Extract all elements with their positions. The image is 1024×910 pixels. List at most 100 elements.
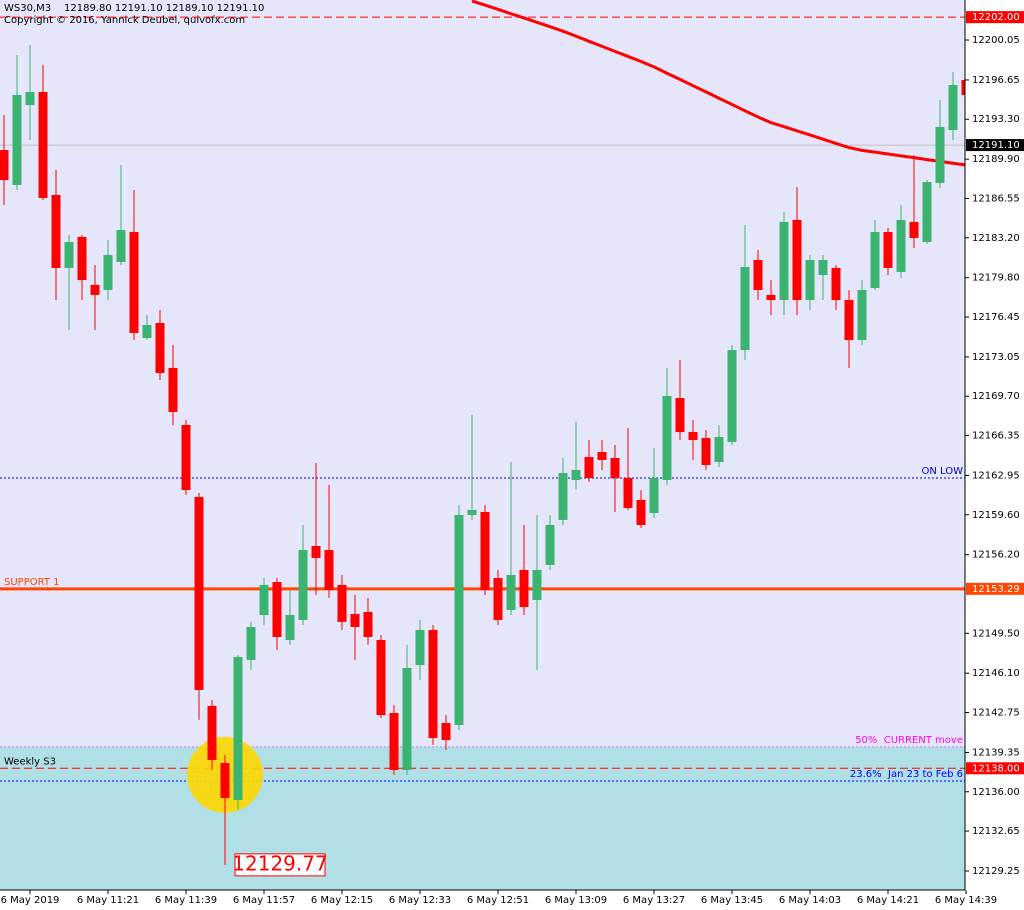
candle-body	[818, 259, 828, 275]
candle-body	[467, 509, 477, 516]
y-tick-label: 12173.05	[972, 352, 1020, 363]
level-label: 23.6% Jan 23 to Feb 6	[850, 769, 963, 780]
candle-body	[909, 221, 919, 239]
level-label: ON LOW	[921, 466, 963, 477]
candle-body	[506, 574, 516, 610]
price-label: 12138.00	[972, 763, 1020, 774]
candle-body	[441, 722, 451, 741]
candle-body	[272, 582, 282, 637]
candle-body	[38, 92, 48, 198]
candle-body	[519, 569, 529, 608]
candle-body	[233, 657, 243, 800]
candle-body	[610, 457, 620, 479]
candle-body	[181, 424, 191, 491]
y-tick-label: 12200.05	[972, 35, 1020, 46]
y-tick-label: 12169.70	[972, 391, 1020, 402]
level-label: SUPPORT 1	[4, 577, 59, 588]
x-tick-label: 6 May 13:45	[701, 895, 763, 906]
candle-body	[597, 451, 607, 460]
candle-body	[142, 324, 152, 339]
x-tick-label: 6 May 12:15	[311, 895, 373, 906]
candle-body	[25, 92, 35, 106]
plot-area	[0, 0, 965, 890]
y-tick-label: 12159.60	[972, 510, 1020, 521]
candle-body	[194, 496, 204, 691]
candle-body	[727, 349, 737, 443]
x-tick-label: 6 May 12:51	[467, 895, 529, 906]
x-tick-label: 6 May 2019	[1, 895, 60, 906]
candle-body	[558, 472, 568, 520]
moving-average	[471, 0, 965, 167]
x-tick-label: 6 May 13:09	[545, 895, 607, 906]
candle-body	[883, 232, 893, 268]
x-tick-label: 6 May 12:33	[389, 895, 451, 906]
candle-body	[12, 94, 22, 185]
candle-body	[766, 294, 776, 300]
candle-body	[922, 182, 932, 243]
candle-body	[51, 194, 61, 268]
candle-body	[103, 255, 113, 291]
price-box	[966, 139, 1024, 152]
x-tick-label: 6 May 11:21	[77, 895, 139, 906]
price-label: 12202.00	[972, 12, 1020, 23]
low-label: 12129.77	[232, 851, 327, 875]
level-label: Weekly S3	[4, 756, 56, 767]
y-tick-label: 12156.20	[972, 550, 1020, 561]
candle-body	[870, 232, 880, 289]
axes: 12129.25 12132.65 12136.00 12139.35 12142.75…	[1, 35, 1020, 906]
candle-body	[376, 640, 386, 716]
candle-body	[792, 219, 802, 300]
y-tick-label: 12132.65	[972, 826, 1020, 837]
y-tick-label: 12179.80	[972, 273, 1020, 284]
y-tick-label: 12142.75	[972, 708, 1020, 719]
candle-body	[584, 457, 594, 479]
candle-body	[961, 80, 965, 95]
y-tick-label: 12129.25	[972, 866, 1020, 877]
price-label: 12153.29	[972, 584, 1020, 595]
candle-body	[389, 713, 399, 770]
candle-body	[805, 259, 815, 300]
candle-body	[337, 584, 347, 622]
candle-body	[662, 395, 672, 481]
y-tick-label: 12186.55	[972, 193, 1020, 204]
price-box	[966, 762, 1024, 775]
candle-body	[207, 705, 217, 760]
y-tick-label: 12146.10	[972, 668, 1020, 679]
quote-label: 12189.80 12191.10 12189.10 12191.10	[64, 3, 264, 14]
candle-body	[350, 613, 360, 627]
candle-body	[701, 438, 711, 466]
candle-body	[415, 630, 425, 666]
level-label: 50% CURRENT move	[855, 735, 963, 746]
x-tick-label: 6 May 14:21	[857, 895, 919, 906]
y-tick-label: 12149.50	[972, 628, 1020, 639]
y-tick-label: 12196.65	[972, 75, 1020, 86]
candle-body	[64, 242, 74, 268]
y-tick-label: 12162.95	[972, 470, 1020, 481]
price-label: 12191.10	[972, 140, 1020, 151]
candle-body	[740, 267, 750, 350]
x-tick-label: 6 May 14:03	[779, 895, 841, 906]
candle-body	[454, 515, 464, 725]
y-tick-label: 12136.00	[972, 787, 1020, 798]
candle-body	[0, 149, 9, 181]
candle-body	[623, 478, 633, 508]
x-tick-label: 6 May 11:39	[155, 895, 217, 906]
candle-body	[779, 221, 789, 300]
candle-body	[155, 322, 165, 373]
candle-body	[480, 511, 490, 591]
x-tick-label: 6 May 11:57	[233, 895, 295, 906]
candle-body	[298, 549, 308, 620]
candle-body	[532, 569, 542, 600]
candle-body	[831, 267, 841, 300]
candle-body	[948, 84, 958, 131]
plot-background	[0, 0, 965, 890]
x-tick-label: 6 May 13:27	[623, 895, 685, 906]
y-tick-label: 12183.20	[972, 233, 1020, 244]
x-tick-label: 6 May 14:39	[935, 895, 997, 906]
copyright: Copyright © 2016, Yannick Deubel, quivof…	[4, 15, 245, 26]
symbol-label: WS30,M3	[4, 3, 51, 14]
candle-body	[675, 397, 685, 433]
price-box	[966, 582, 1024, 595]
candle-body	[116, 230, 126, 262]
